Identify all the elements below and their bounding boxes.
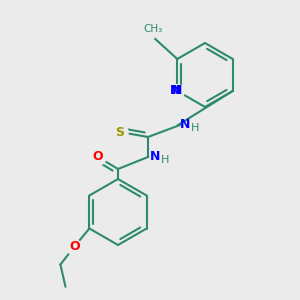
Text: O: O [69, 240, 80, 253]
Text: S: S [116, 125, 124, 139]
Text: N: N [150, 151, 160, 164]
Text: O: O [93, 151, 103, 164]
Text: N: N [180, 118, 190, 131]
Text: N: N [170, 85, 181, 98]
Text: H: H [161, 155, 170, 165]
Text: N: N [172, 85, 182, 98]
Text: H: H [191, 123, 200, 133]
Text: CH₃: CH₃ [144, 24, 163, 34]
